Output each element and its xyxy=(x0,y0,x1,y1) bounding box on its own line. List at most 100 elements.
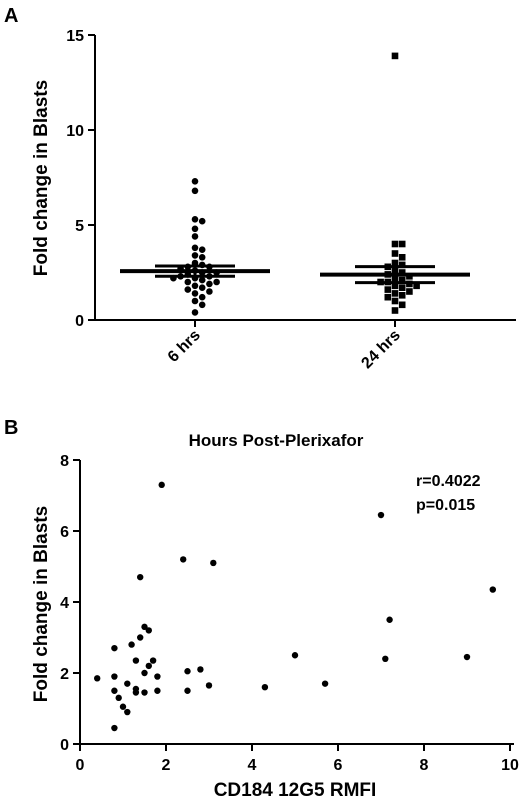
panel-a-point xyxy=(198,276,206,284)
panel-b-point xyxy=(115,694,122,702)
panel-a-point xyxy=(391,240,399,248)
panel-b-point xyxy=(463,653,471,661)
panel-b-point xyxy=(291,652,299,659)
panel-b-x-tick-label: 10 xyxy=(501,757,519,774)
panel-b-y-tick-label: 6 xyxy=(60,524,69,541)
panel-a-point xyxy=(398,261,406,269)
panel-b-point xyxy=(137,634,144,641)
panel-b-point xyxy=(154,673,161,680)
panel-b-point xyxy=(377,511,385,519)
panel-b-point xyxy=(489,586,496,593)
panel-b-point xyxy=(124,680,131,687)
panel-a-point xyxy=(191,216,199,223)
panel-b-ylabel: Fold change in Blasts xyxy=(31,506,52,702)
panel-b-point xyxy=(128,641,135,648)
panel-a-point xyxy=(398,269,406,276)
stat-r-value: r=0.4022 xyxy=(416,473,481,490)
panel-a-y-tick-label: 10 xyxy=(66,123,84,140)
panel-b-point xyxy=(111,724,118,732)
panel-a-point xyxy=(198,217,206,225)
panel-a-point xyxy=(191,233,199,240)
panel-a-point xyxy=(413,282,420,290)
panel-b-point xyxy=(132,689,140,696)
panel-a-point xyxy=(398,301,406,309)
panel-a-point xyxy=(391,282,399,290)
panel-a-point xyxy=(191,252,199,259)
panel-b-point xyxy=(261,684,269,691)
panel-b-point xyxy=(141,689,148,696)
panel-b-title: Hours Post-Plerixafor xyxy=(189,431,364,450)
panel-a-category-label: 6 hrs xyxy=(165,327,204,366)
panel-b-point xyxy=(132,657,140,664)
panel-a-y-tick-label: 5 xyxy=(75,218,84,235)
panel-b-point xyxy=(184,668,191,675)
panel-b-x-tick-label: 6 xyxy=(334,757,343,774)
panel-b-point xyxy=(321,680,329,687)
panel-a-point xyxy=(391,307,399,314)
panel-b-point xyxy=(184,687,191,694)
panel-b-point xyxy=(145,662,152,670)
panel-a-point xyxy=(191,244,199,252)
panel-b-y-tick-label: 2 xyxy=(60,666,69,683)
panel-a: A Fold change in Blasts 0 5 10 15 6 hrs 24 h… xyxy=(4,5,516,372)
panel-b-point xyxy=(205,682,213,689)
panel-a-point xyxy=(398,276,406,284)
panel-b-point xyxy=(197,666,204,673)
panel-a-point xyxy=(206,288,213,295)
panel-b-xlabel: CD184 12G5 RMFI xyxy=(214,780,377,801)
panel-a-point xyxy=(384,286,392,293)
panel-b-point xyxy=(158,481,165,489)
panel-a-point xyxy=(398,254,406,261)
panel-b-point xyxy=(210,559,217,567)
panel-a-point xyxy=(191,178,199,185)
panel-b-x-tick-label: 8 xyxy=(420,757,429,774)
panel-a-point xyxy=(198,253,206,261)
panel-a-point xyxy=(406,288,413,295)
panel-a-point xyxy=(213,278,220,286)
panel-a-point xyxy=(398,284,406,291)
panel-a-point xyxy=(191,282,199,290)
panel-b-point xyxy=(119,703,127,710)
panel-b-point xyxy=(154,687,161,694)
panel-b-x-tick-label: 4 xyxy=(248,757,257,774)
panel-b-point xyxy=(141,623,148,631)
panel-a-point xyxy=(391,290,399,297)
panel-a-point xyxy=(191,187,199,195)
panel-b-point xyxy=(382,655,389,662)
panel-a-point xyxy=(206,280,213,288)
panel-b-point xyxy=(149,657,157,664)
panel-a-point xyxy=(198,293,206,301)
panel-b-y-tick-label: 0 xyxy=(60,737,69,754)
panel-a-category-label: 24 hrs xyxy=(358,327,403,372)
panel-a-point xyxy=(391,259,399,267)
panel-b-point xyxy=(111,644,118,652)
panel-a-point xyxy=(391,297,399,305)
panel-a-point xyxy=(198,246,206,253)
panel-b-x-tick-label: 2 xyxy=(162,757,171,774)
panel-b-label: B xyxy=(4,417,18,439)
panel-a-point xyxy=(384,293,392,301)
panel-b-y-tick-label: 8 xyxy=(60,453,69,470)
stat-p-value: p=0.015 xyxy=(416,497,475,514)
panel-a-point xyxy=(198,284,206,292)
panel-a-y-tick-label: 0 xyxy=(75,313,84,330)
panel-b-point xyxy=(111,687,118,694)
panel-b-point xyxy=(111,673,118,680)
panel-a-point xyxy=(191,297,199,305)
panel-b-point xyxy=(180,556,187,563)
panel-b-point xyxy=(124,708,131,716)
panel-a-point xyxy=(198,301,206,309)
panel-a-point xyxy=(391,52,399,60)
panel-a-point xyxy=(391,250,399,257)
panel-a-point xyxy=(184,278,192,286)
panel-b: B Hours Post-Plerixafor Fold change in B… xyxy=(4,417,519,801)
panel-a-point xyxy=(191,309,199,316)
panel-b-point xyxy=(386,616,393,623)
panel-a-label: A xyxy=(4,5,18,27)
panel-a-point xyxy=(184,286,192,293)
panel-b-x-tick-label: 0 xyxy=(76,757,85,774)
panel-a-y-tick-label: 15 xyxy=(66,28,84,45)
panel-b-point xyxy=(145,627,152,634)
panel-a-point xyxy=(191,290,199,297)
